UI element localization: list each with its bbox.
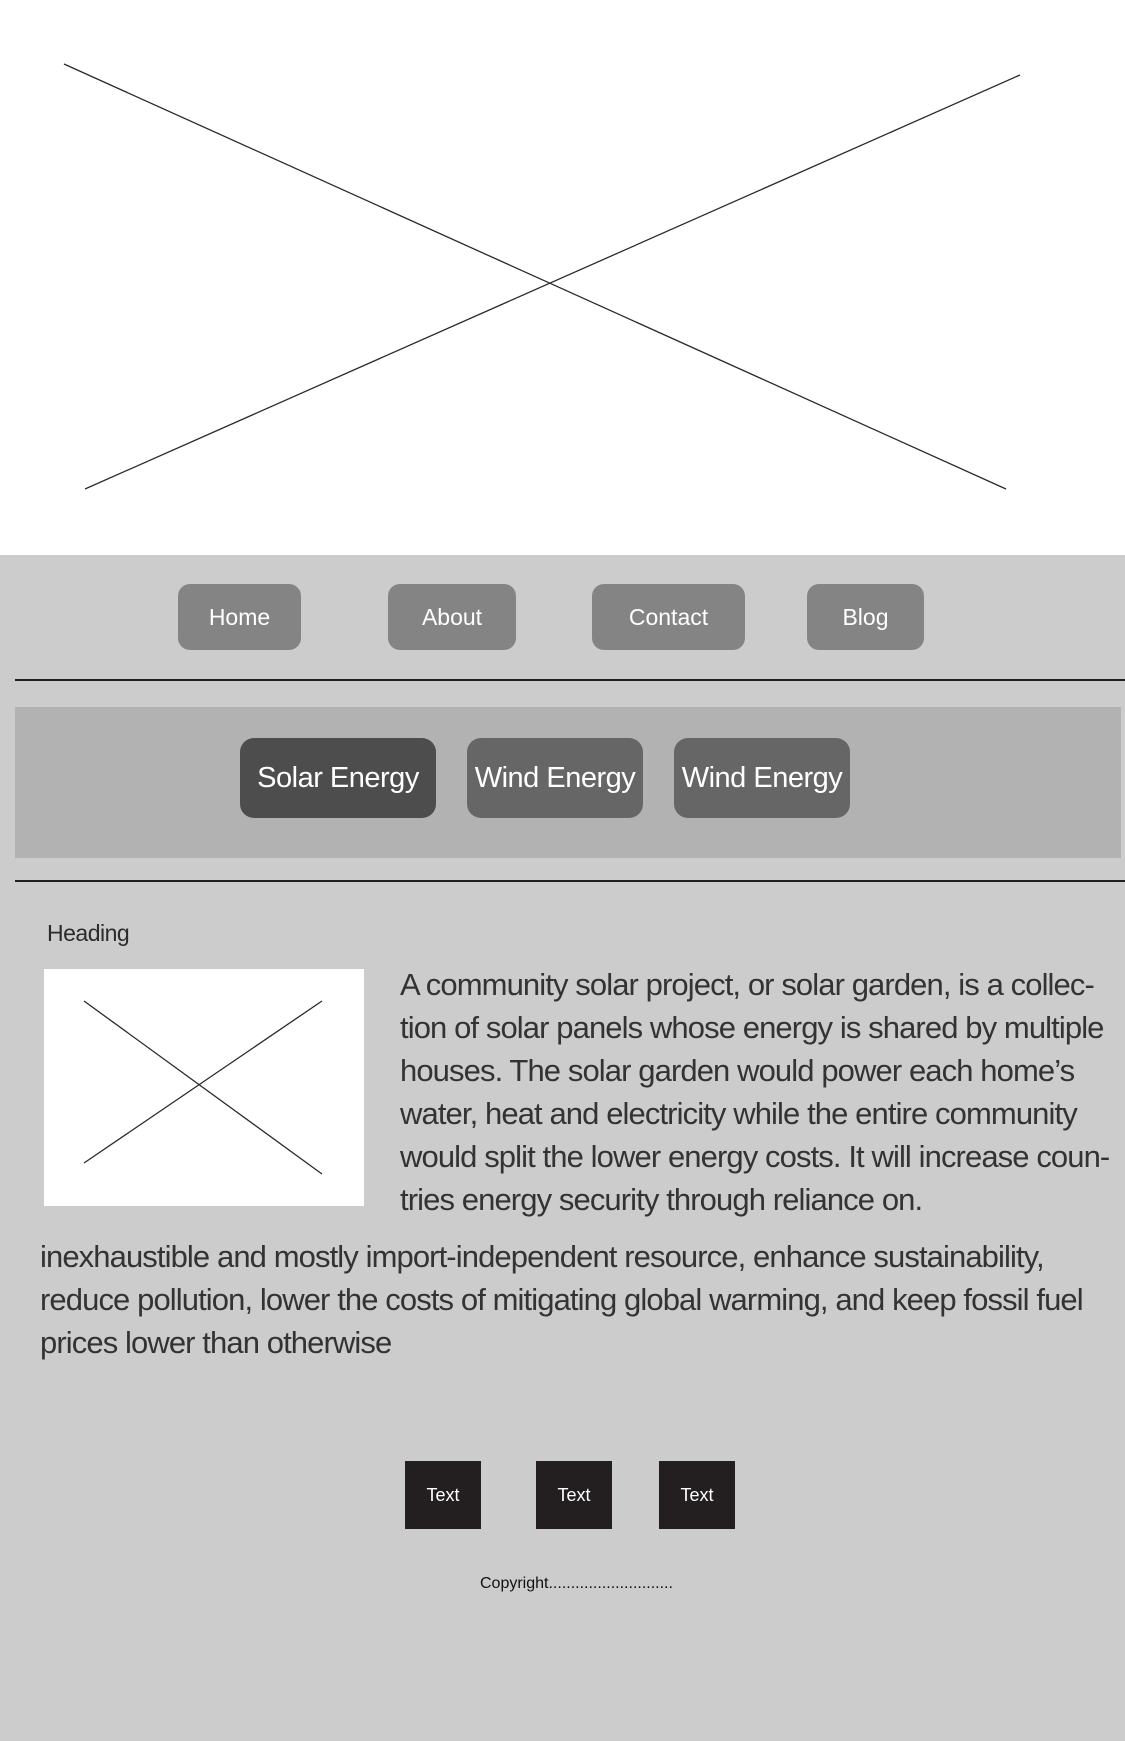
nav-home-button[interactable]: Home <box>178 584 301 650</box>
paragraph-line: tion of solar panels whose energy is sha… <box>400 1010 1104 1045</box>
article-paragraph-side: A community solar project, or solar gard… <box>400 963 1112 1221</box>
paragraph-line: reduce pollution, lower the costs of mit… <box>40 1282 1084 1317</box>
paragraph-line: water, heat and electricity while the en… <box>400 1096 1078 1131</box>
tab-wind-energy-2[interactable]: Wind Energy <box>674 738 850 818</box>
tabs-divider <box>15 880 1125 882</box>
nav-contact-label: Contact <box>628 603 709 630</box>
nav-divider <box>15 679 1125 681</box>
tab-wind-energy-label: Wind Energy <box>474 761 636 794</box>
footer-button-label: Text <box>557 1484 591 1505</box>
article-heading: Heading <box>47 920 130 946</box>
footer-button-label: Text <box>426 1484 460 1505</box>
paragraph-line: tries energy security through reliance o… <box>400 1182 923 1217</box>
nav-contact-button[interactable]: Contact <box>592 584 745 650</box>
nav-home-label: Home <box>208 603 271 630</box>
tab-wind-energy[interactable]: Wind Energy <box>467 738 643 818</box>
footer-button-2[interactable]: Text <box>536 1461 612 1529</box>
tab-wind-energy-2-label: Wind Energy <box>681 761 843 794</box>
nav-about-label: About <box>421 603 483 630</box>
footer-button-label: Text <box>680 1484 714 1505</box>
paragraph-line: would split the lower energy costs. It w… <box>400 1139 1110 1174</box>
copyright-text: Copyright............................ <box>480 1575 673 1592</box>
nav-blog-button[interactable]: Blog <box>807 584 924 650</box>
article-paragraph-full: inexhaustible and mostly import-independ… <box>40 1235 1110 1364</box>
paragraph-line: prices lower than otherwise <box>40 1325 392 1360</box>
nav-about-button[interactable]: About <box>388 584 516 650</box>
image-placeholder-icon <box>83 1000 323 1175</box>
tab-solar-energy-label: Solar Energy <box>257 761 419 794</box>
hero-image-placeholder <box>0 0 1125 555</box>
paragraph-line: houses. The solar garden would power eac… <box>400 1053 1075 1088</box>
footer-button-3[interactable]: Text <box>659 1461 735 1529</box>
paragraph-line: inexhaustible and mostly import-independ… <box>40 1239 1045 1274</box>
article-image-placeholder <box>44 969 364 1206</box>
footer-button-1[interactable]: Text <box>405 1461 481 1529</box>
image-placeholder-icon <box>63 63 1021 490</box>
nav-blog-label: Blog <box>842 603 889 630</box>
paragraph-line: A community solar project, or solar gard… <box>400 967 1095 1002</box>
tab-solar-energy[interactable]: Solar Energy <box>240 738 436 818</box>
